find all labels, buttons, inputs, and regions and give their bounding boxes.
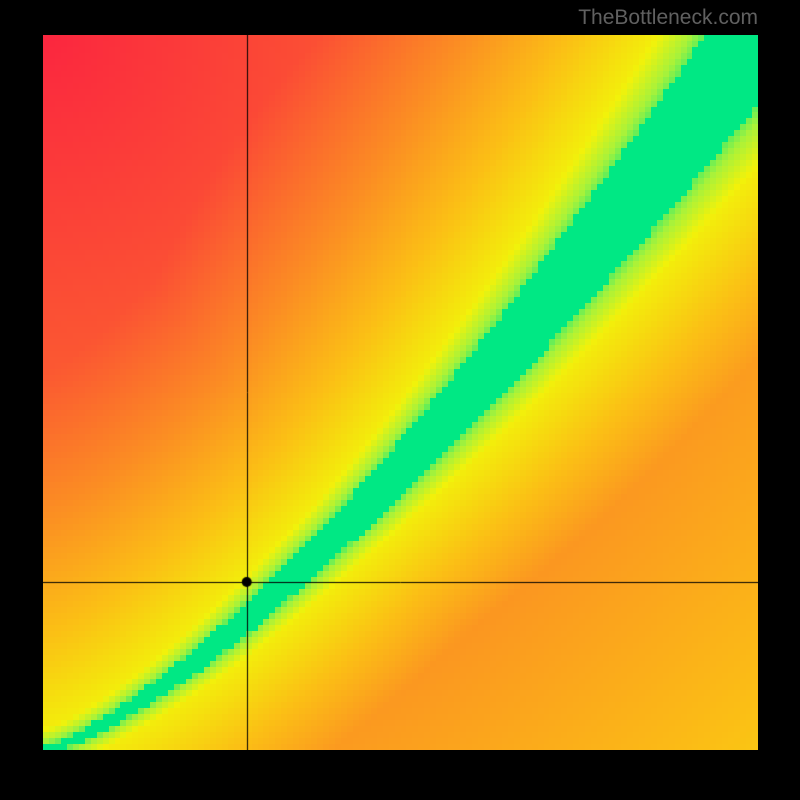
- bottleneck-heatmap: [43, 35, 758, 750]
- chart-container: TheBottleneck.com: [0, 0, 800, 800]
- watermark-text: TheBottleneck.com: [578, 6, 758, 30]
